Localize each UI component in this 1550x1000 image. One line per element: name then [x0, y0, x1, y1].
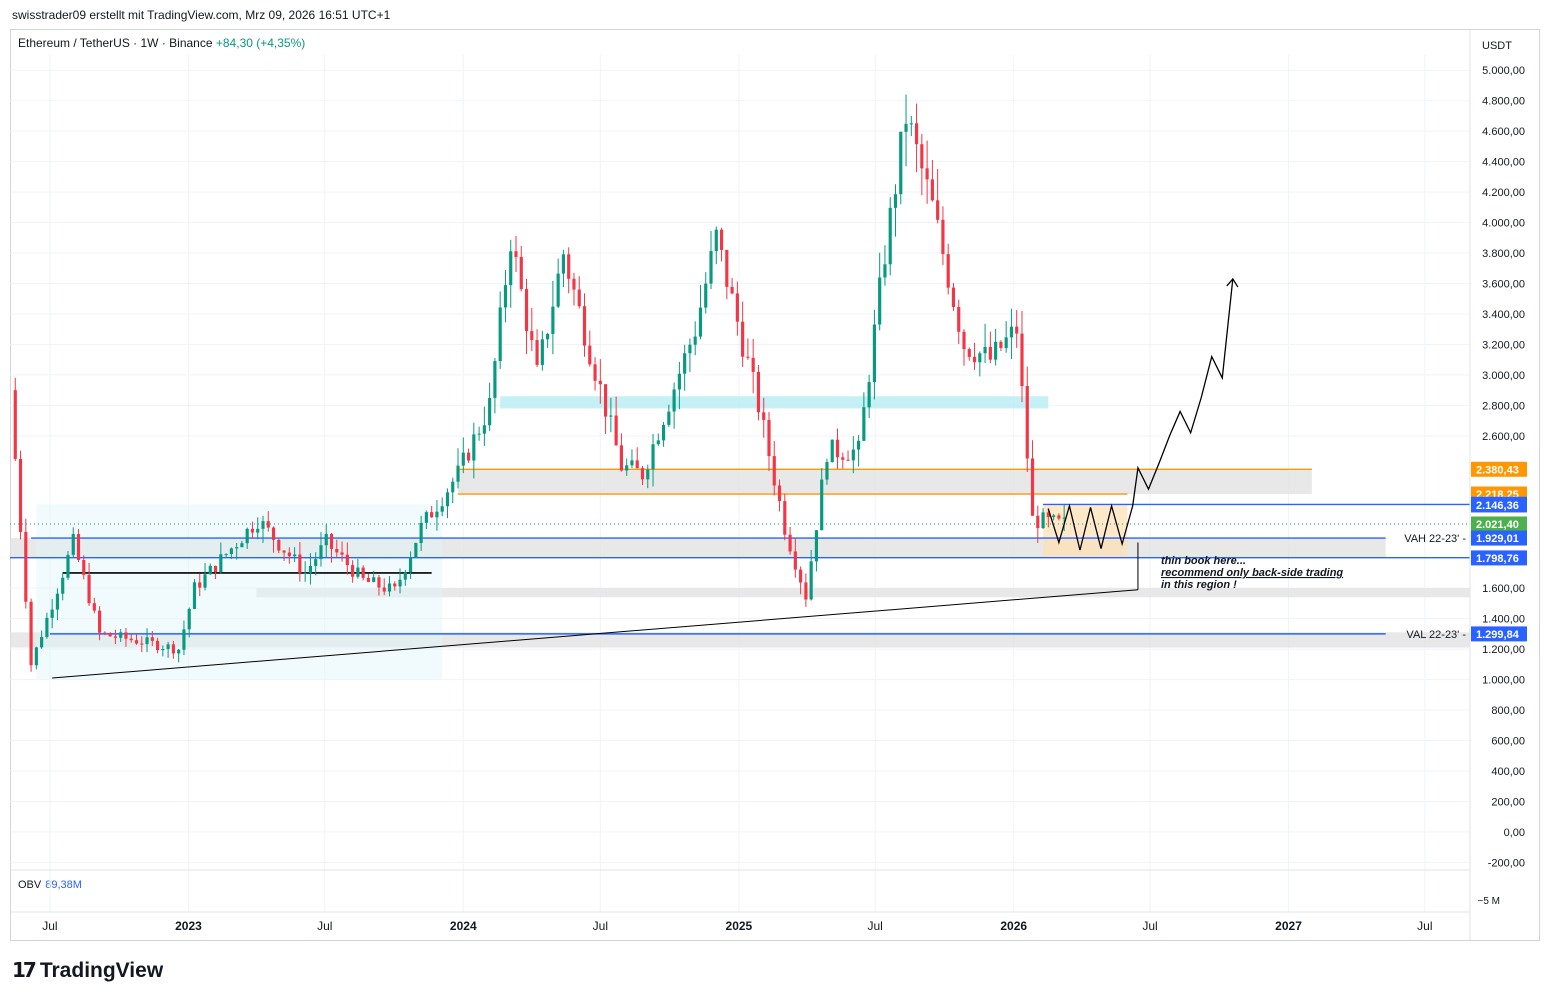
- tradingview-logo[interactable]: 𝟭𝟳 TradingView: [12, 958, 163, 983]
- symbol-legend[interactable]: Ethereum / TetherUS · 1W · Binance +84,3…: [18, 36, 305, 50]
- obv-title: OBV: [18, 879, 42, 891]
- symbol-name[interactable]: Ethereum / TetherUS · 1W · Binance: [18, 36, 213, 50]
- obv-legend[interactable]: OBV 89,38M: [18, 879, 82, 891]
- price-change: +84,30 (+4,35%): [215, 36, 306, 50]
- tradingview-logo-icon: 𝟭𝟳: [12, 960, 37, 982]
- chart-frame: [10, 29, 1540, 941]
- chart-attribution: swisstrader09 erstellt mit TradingView.c…: [12, 8, 391, 22]
- obv-value: 89,38M: [45, 879, 82, 891]
- tradingview-logo-text: TradingView: [39, 958, 164, 982]
